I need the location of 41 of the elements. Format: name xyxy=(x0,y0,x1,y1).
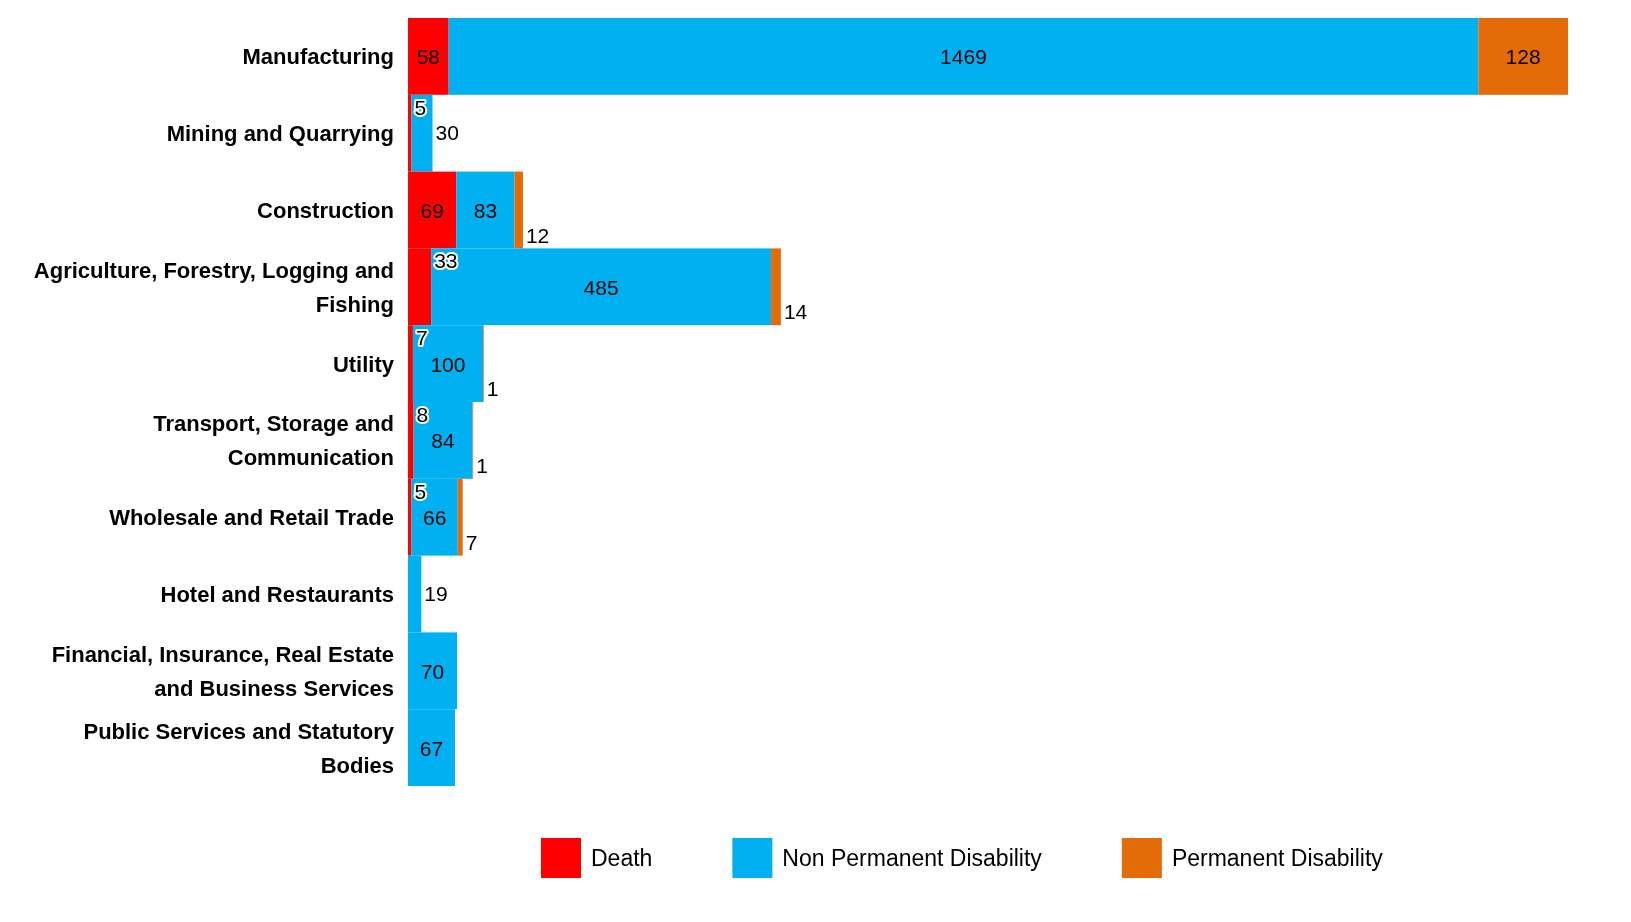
legend-label: Permanent Disability xyxy=(1171,845,1384,871)
data-label: 58 xyxy=(416,45,441,69)
y-tick-label: Financial, Insurance, Real Estate and Business Services xyxy=(51,641,394,701)
data-label: 70 xyxy=(420,659,445,683)
data-label: 128 xyxy=(1505,45,1541,69)
data-label: 66 xyxy=(422,506,447,530)
y-tick-label: Wholesale and Retail Trade xyxy=(109,505,394,531)
y-tick-label: Mining and Quarrying xyxy=(166,121,394,147)
data-label: 7 xyxy=(465,530,478,554)
y-tick-label: Transport, Storage and Communication xyxy=(153,411,394,471)
data-label: 5 xyxy=(414,95,427,119)
bar xyxy=(771,248,781,326)
y-tick-label: Hotel and Restaurants xyxy=(160,582,394,607)
legend-label: Death xyxy=(591,845,653,871)
legend-label: Non Permanent Disability xyxy=(782,845,1043,871)
y-tick-label: Construction xyxy=(257,198,394,223)
bar xyxy=(457,478,463,556)
bar xyxy=(1478,18,1568,95)
data-label: 14 xyxy=(783,300,808,324)
data-label: 30 xyxy=(435,121,459,145)
y-tick-label: Manufacturing xyxy=(242,44,394,70)
y-tick-label: Agriculture, Forestry, Logging and Fishing xyxy=(33,257,394,317)
data-label: 67 xyxy=(419,736,444,760)
y-tick-label: Public Services and Statutory Bodies xyxy=(83,718,395,778)
data-label: 485 xyxy=(583,275,619,299)
bar xyxy=(514,171,523,249)
data-label: 83 xyxy=(473,199,498,222)
data-label: 1 xyxy=(486,377,499,401)
data-label: 7 xyxy=(415,326,428,349)
data-label: 69 xyxy=(420,199,444,222)
data-label: 1469 xyxy=(940,45,987,69)
data-label: 84 xyxy=(431,429,456,453)
data-label: 33 xyxy=(434,249,458,273)
data-label: 12 xyxy=(525,223,550,247)
data-label: 8 xyxy=(416,402,429,426)
data-label: 1 xyxy=(476,454,488,477)
data-label: 100 xyxy=(430,352,466,376)
y-tick-label: Utility xyxy=(332,351,395,377)
data-label: 19 xyxy=(424,582,448,605)
bar xyxy=(448,18,1479,95)
data-label: 5 xyxy=(414,479,427,503)
